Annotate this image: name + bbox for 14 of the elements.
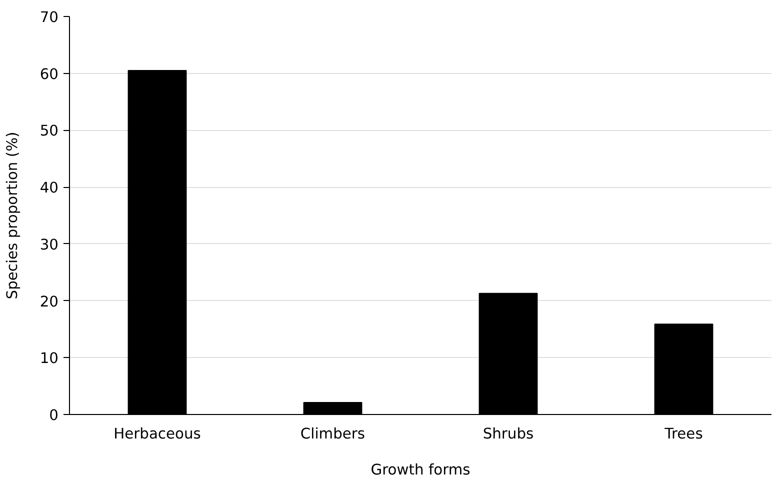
- x-axis-title: Growth forms: [370, 462, 470, 478]
- y-tick-label: 70: [40, 9, 59, 26]
- x-tick-label: Herbaceous: [114, 426, 201, 442]
- x-tick-label: Trees: [664, 426, 703, 442]
- y-tick-label: 10: [40, 350, 59, 368]
- y-tick-label: 30: [40, 236, 59, 254]
- y-axis-title: Species proportion (%): [4, 132, 21, 300]
- y-tick-label: 20: [40, 293, 59, 310]
- y-tick-label: 60: [40, 66, 59, 83]
- y-tick-label: 40: [40, 180, 59, 197]
- x-tick-label: Shrubs: [482, 426, 534, 442]
- y-tick-label: 50: [40, 122, 59, 140]
- y-tick-label: 0: [49, 407, 59, 424]
- x-tick-label: Climbers: [300, 426, 366, 442]
